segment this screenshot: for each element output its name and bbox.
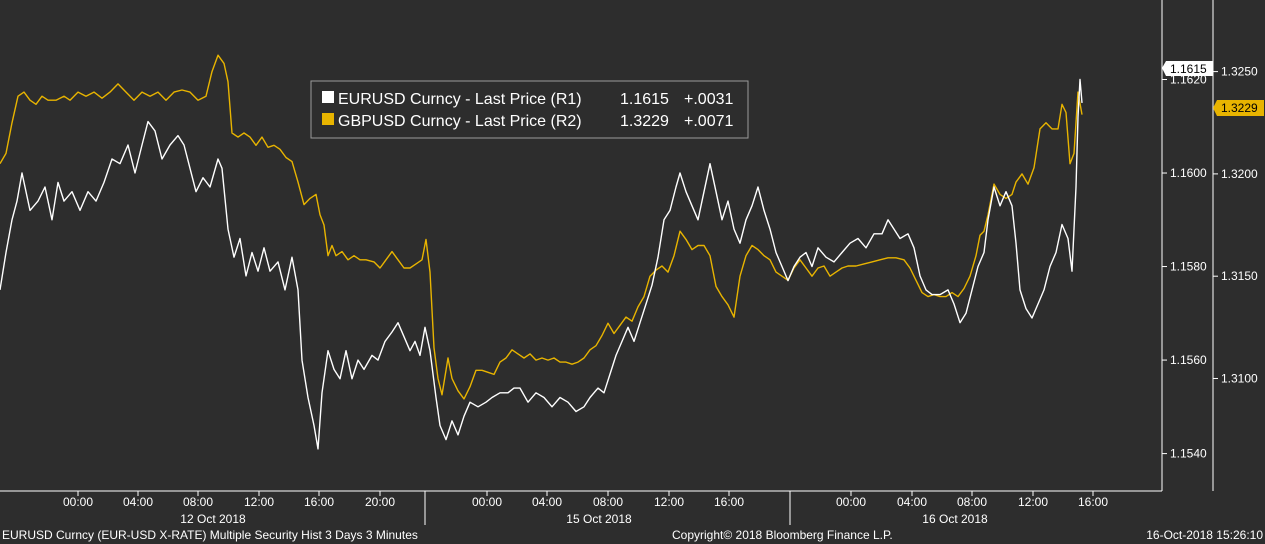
x-tick-label: 12:00 bbox=[1018, 495, 1048, 509]
x-date-label: 15 Oct 2018 bbox=[566, 512, 632, 526]
footer-timestamp: 16-Oct-2018 15:26:10 bbox=[1146, 528, 1263, 542]
legend-label-gbpusd: GBPUSD Curncy - Last Price (R2) bbox=[338, 113, 582, 130]
last-price-tag-eurusd-bg bbox=[1162, 61, 1213, 76]
r2-tick-label: 1.3150 bbox=[1221, 269, 1258, 283]
x-tick-label: 16:00 bbox=[304, 495, 334, 509]
x-tick-label: 04:00 bbox=[123, 495, 153, 509]
r1-tick-label: 1.1540 bbox=[1170, 447, 1207, 461]
legend-swatch-eurusd bbox=[322, 91, 334, 103]
r2-tick-label: 1.3250 bbox=[1221, 65, 1258, 79]
x-tick-label: 08:00 bbox=[957, 495, 987, 509]
series-line-gbpusd bbox=[0, 54, 1083, 400]
r1-tick-label: 1.1600 bbox=[1170, 166, 1207, 180]
r1-tick-label: 1.1560 bbox=[1170, 353, 1207, 367]
legend-swatch-gbpusd bbox=[322, 113, 334, 125]
footer: EURUSD Curncy (EUR-USD X-RATE) Multiple … bbox=[2, 528, 1263, 542]
last-price-tag-gbpusd-text: 1.3229 bbox=[1221, 101, 1258, 115]
x-tick-label: 12:00 bbox=[244, 495, 274, 509]
x-tick-label: 08:00 bbox=[593, 495, 623, 509]
legend-change-gbpusd: +.0071 bbox=[684, 113, 733, 130]
legend-box bbox=[310, 80, 749, 139]
x-date-label: 12 Oct 2018 bbox=[180, 512, 246, 526]
x-axis: 00:00 04:00 08:00 12:00 16:00 20:00 00:00 04:00… bbox=[63, 491, 1108, 526]
x-date-label: 16 Oct 2018 bbox=[922, 512, 988, 526]
r1-tick-label: 1.1580 bbox=[1170, 260, 1207, 274]
last-price-tag-eurusd-text: 1.1615 bbox=[1170, 62, 1207, 76]
x-tick-label: 20:00 bbox=[365, 495, 395, 509]
last-price-tag-gbpusd: 1.3229 bbox=[1213, 100, 1264, 116]
x-tick-label: 16:00 bbox=[714, 495, 744, 509]
series-line-eurusd bbox=[0, 78, 1083, 450]
plot-area bbox=[0, 54, 1083, 450]
legend-last-eurusd: 1.1615 bbox=[620, 91, 669, 108]
x-tick-label: 12:00 bbox=[654, 495, 684, 509]
last-price-tag-gbpusd-bg bbox=[1213, 100, 1264, 116]
x-tick-label: 00:00 bbox=[63, 495, 93, 509]
x-tick-label: 16:00 bbox=[1078, 495, 1108, 509]
x-tick-label: 08:00 bbox=[183, 495, 213, 509]
x-tick-label: 00:00 bbox=[836, 495, 866, 509]
x-tick-label: 04:00 bbox=[532, 495, 562, 509]
r2-tick-label: 1.3200 bbox=[1221, 167, 1258, 181]
last-price-tag-eurusd: 1.1615 bbox=[1162, 61, 1213, 76]
legend: EURUSD Curncy - Last Price (R1) 1.1615 +… bbox=[310, 80, 749, 139]
footer-copyright: Copyright© 2018 Bloomberg Finance L.P. bbox=[672, 528, 893, 542]
legend-change-eurusd: +.0031 bbox=[684, 91, 733, 108]
legend-last-gbpusd: 1.3229 bbox=[620, 113, 669, 130]
r2-axis: 1.3250 1.3200 1.3150 1.3100 bbox=[1213, 65, 1258, 385]
footer-left-text: EURUSD Curncy (EUR-USD X-RATE) Multiple … bbox=[2, 528, 418, 542]
legend-label-eurusd: EURUSD Curncy - Last Price (R1) bbox=[338, 91, 582, 108]
x-tick-label: 04:00 bbox=[897, 495, 927, 509]
r2-tick-label: 1.3100 bbox=[1221, 371, 1258, 385]
x-tick-label: 00:00 bbox=[472, 495, 502, 509]
